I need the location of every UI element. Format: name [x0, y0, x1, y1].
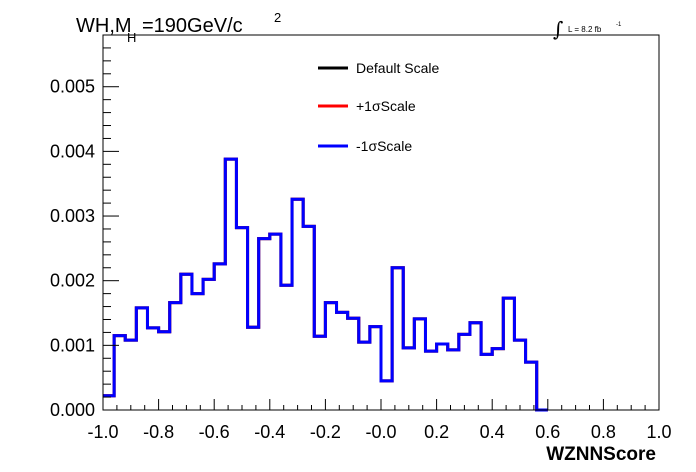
x-tick-label: -1.0 — [87, 422, 118, 442]
lumi-superscript: -1 — [616, 22, 622, 28]
title-prefix: WH,M — [76, 15, 132, 37]
lumi-text: L = 8.2 fb — [568, 25, 602, 34]
legend-label-1: +1σScale — [356, 98, 416, 114]
title-superscript: 2 — [274, 10, 281, 25]
x-axis-label: WZNNScore — [546, 444, 656, 465]
y-axis: 0.000 0.001 0.002 0.003 0.004 0.005 — [50, 34, 119, 420]
x-tick-label: -0.8 — [143, 422, 174, 442]
histogram-line-2 — [103, 157, 548, 412]
x-tick-label: 0.4 — [480, 422, 505, 442]
luminosity-label: ∫ L = 8.2 fb -1 — [553, 17, 622, 41]
y-tick-label: 0.005 — [50, 77, 95, 97]
x-tick-label: -0.6 — [199, 422, 230, 442]
lumi-integral: ∫ — [553, 17, 563, 41]
x-tick-label: 0.8 — [591, 422, 616, 442]
y-tick-label: 0.002 — [50, 271, 95, 291]
legend: Default Scale +1σScale -1σScale — [318, 60, 439, 154]
y-tick-label: 0.000 — [50, 400, 95, 420]
x-axis: -1.0 -0.8 -0.6 -0.4 -0.2 -0.0 0.2 0.4 0.6 0.8 1.0 — [87, 399, 672, 442]
x-tick-label: 0.6 — [535, 422, 560, 442]
legend-label-2: -1σScale — [356, 138, 412, 154]
title-middle: =190GeV/c — [142, 15, 243, 37]
y-tick-label: 0.004 — [50, 141, 95, 161]
y-tick-label: 0.001 — [50, 335, 95, 355]
legend-label-0: Default Scale — [356, 60, 439, 76]
x-tick-label: -0.4 — [254, 422, 285, 442]
histogram-series — [103, 157, 548, 412]
x-tick-label: -0.2 — [310, 422, 341, 442]
x-tick-label: 1.0 — [646, 422, 671, 442]
title-subscript: H — [127, 30, 136, 45]
x-tick-label: -0.0 — [365, 422, 396, 442]
chart-title: WH,M H =190GeV/c 2 — [76, 10, 281, 45]
x-tick-label: 0.2 — [424, 422, 449, 442]
y-tick-label: 0.003 — [50, 206, 95, 226]
